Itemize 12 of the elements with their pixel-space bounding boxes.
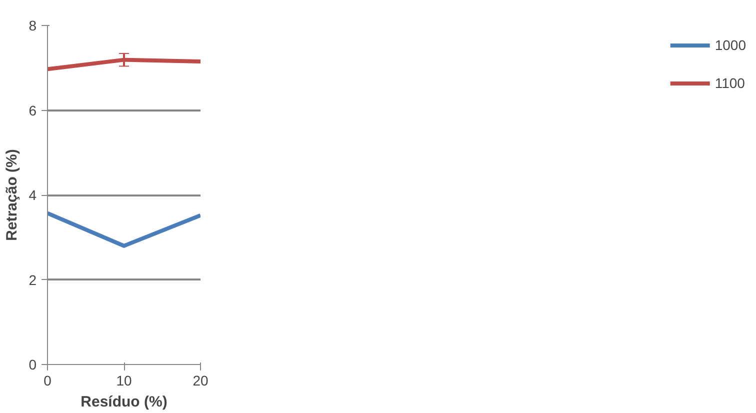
x-tick-label: 20 [192,372,208,388]
y-axis-title: Retração (%) [4,149,21,241]
y-tick-label: 0 [28,356,37,372]
x-tick-label: 10 [116,372,132,388]
y-tick-label: 8 [28,18,37,34]
x-axis-title: Resíduo (%) [80,394,168,410]
y-tick-label: 2 [28,272,37,288]
legend-label: 1100 [714,75,745,91]
y-tick-label: 6 [28,102,37,118]
y-tick-label: 4 [28,187,37,203]
x-tick-label: 0 [44,372,52,388]
legend-label: 1000 [714,37,746,53]
